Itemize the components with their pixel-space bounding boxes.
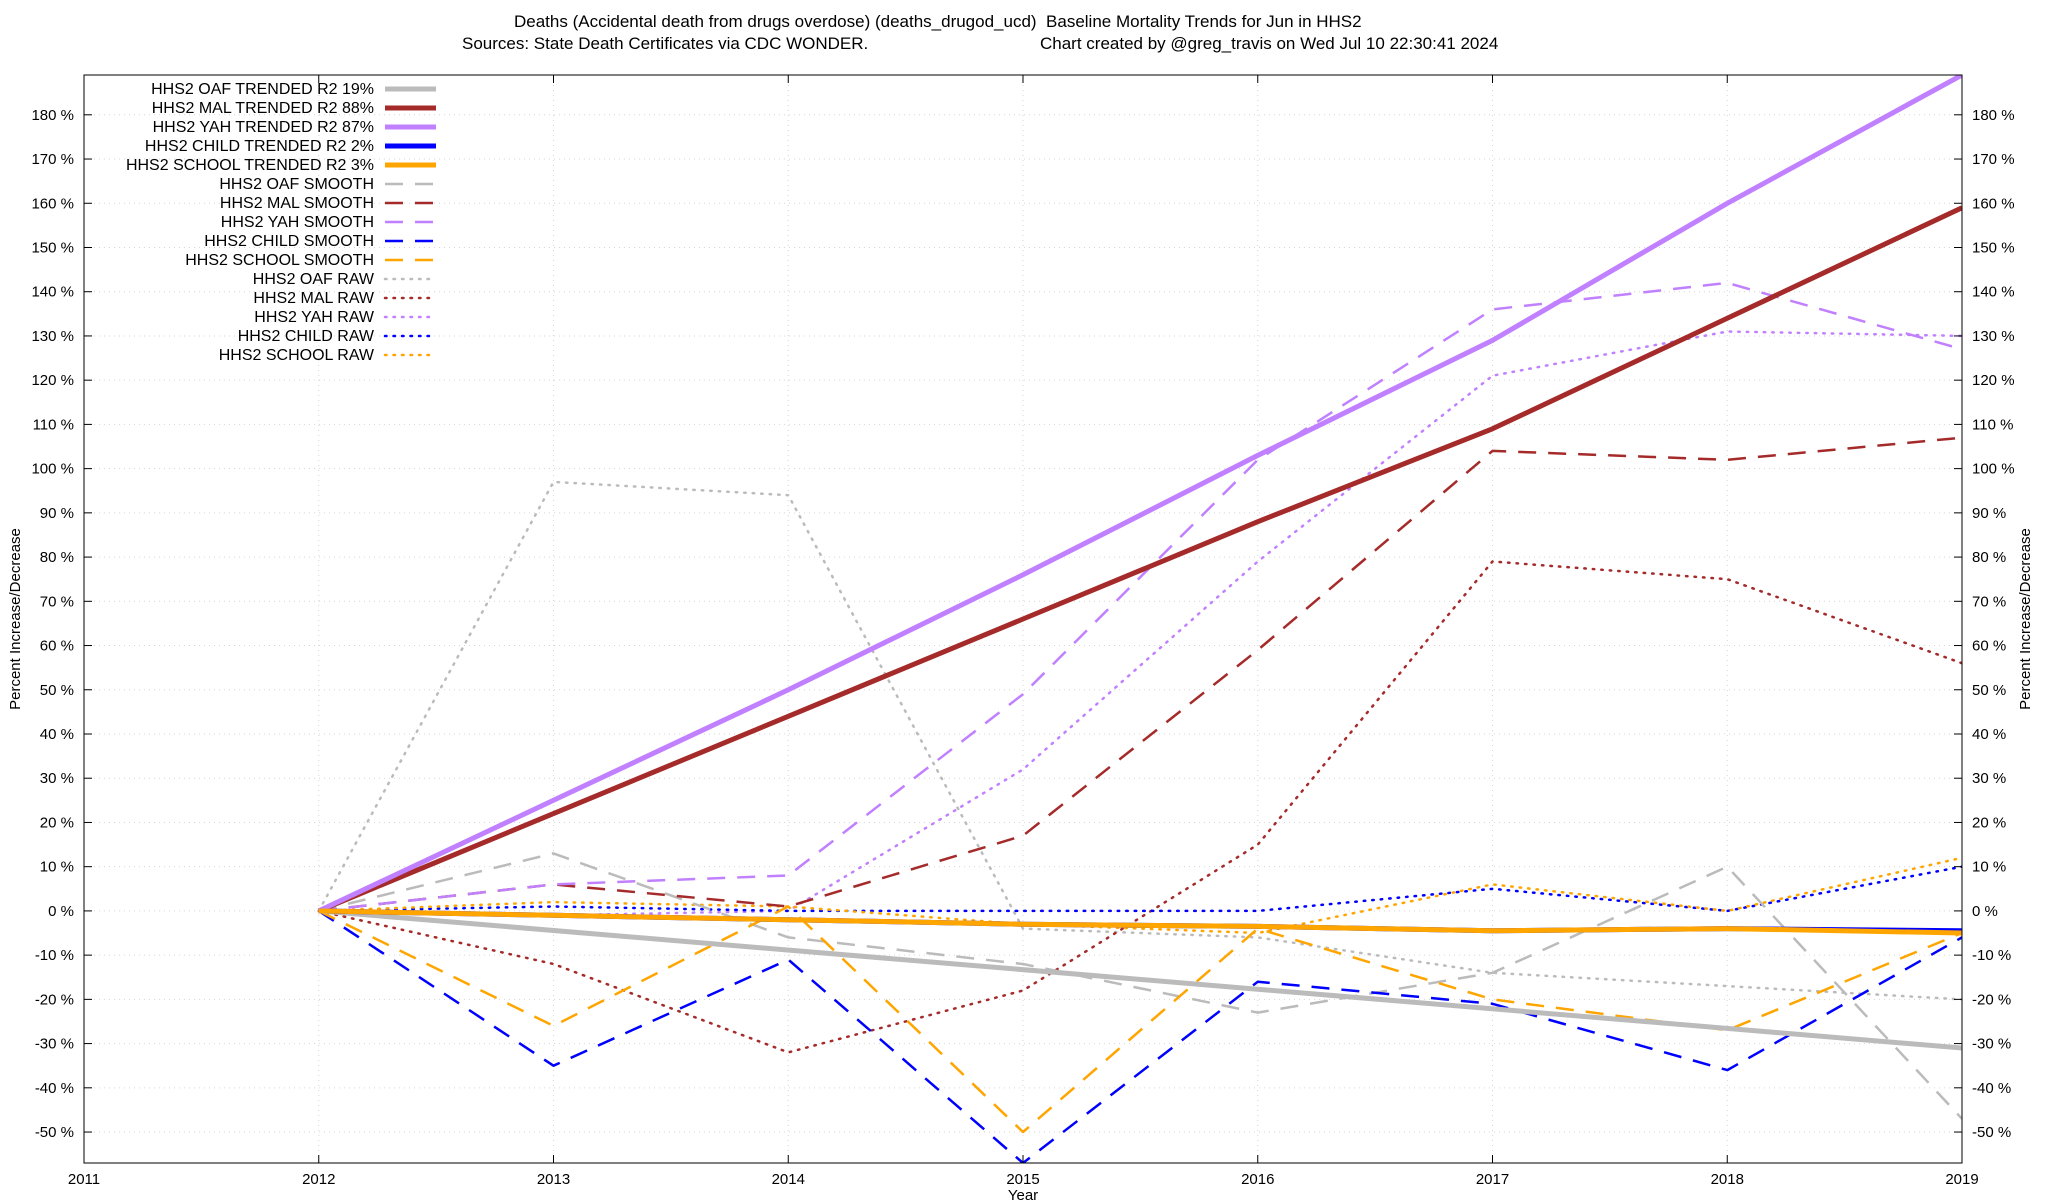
- series-hhs2-school-trended-r2: [318, 908, 1962, 936]
- y2-tick-label: 130 %: [1972, 328, 2015, 345]
- x-tick-label: 2015: [1006, 1171, 1039, 1188]
- x-tick-label: 2016: [1241, 1171, 1274, 1188]
- y-tick-label: 70 %: [40, 593, 74, 610]
- series-hhs2-mal-raw: [317, 560, 1962, 1054]
- y-tick-label: 150 %: [31, 239, 74, 256]
- axes: 2011 2012 2013 2014 2015 2016 2017 2018 2019 -50 …: [31, 75, 2015, 1188]
- series-hhs2-yah-smooth: [318, 281, 1962, 913]
- y-tick-label: 90 %: [40, 505, 74, 522]
- y2-tick-label: 80 %: [1972, 549, 2006, 566]
- y-tick-label: -20 %: [35, 991, 74, 1008]
- y2-tick-label: 10 %: [1972, 859, 2006, 876]
- y2-tick-label: -20 %: [1972, 991, 2011, 1008]
- y-axis-label: Percent Increase/Decrease: [7, 528, 24, 710]
- y2-tick-label: 100 %: [1972, 461, 2015, 478]
- series-hhs2-yah-trended-r2: [317, 75, 1962, 914]
- y2-tick-label: -50 %: [1972, 1124, 2011, 1141]
- legend-label: HHS2 YAH RAW: [254, 309, 375, 326]
- legend-label: HHS2 OAF RAW: [253, 271, 375, 288]
- legend: HHS2 OAF TRENDED R2 19% HHS2 MAL TRENDED …: [126, 81, 438, 364]
- y2-tick-label: 160 %: [1972, 195, 2015, 212]
- legend-label: HHS2 OAF TRENDED R2 19%: [151, 81, 374, 98]
- y-tick-label: 10 %: [40, 859, 74, 876]
- series-hhs2-oaf-trended-r2: [318, 908, 1962, 1051]
- y2-tick-label: 50 %: [1972, 682, 2006, 699]
- legend-label: HHS2 MAL SMOOTH: [220, 195, 374, 212]
- chart-title: Deaths (Accidental death from drugs over…: [514, 12, 1362, 31]
- y-tick-label: 130 %: [31, 328, 74, 345]
- series-hhs2-mal-smooth: [318, 436, 1962, 913]
- y2-tick-label: 70 %: [1972, 593, 2006, 610]
- chart-credit: Chart created by @greg_travis on Wed Jul…: [1040, 34, 1499, 53]
- series-hhs2-child-smooth: [318, 909, 1962, 1163]
- series-hhs2-school-smooth: [318, 905, 1962, 1134]
- y-tick-label: 20 %: [40, 814, 74, 831]
- legend-label: HHS2 MAL TRENDED R2 88%: [152, 100, 374, 117]
- y-tick-label: 180 %: [31, 107, 74, 124]
- y2-tick-label: 140 %: [1972, 284, 2015, 301]
- y2-tick-label: -40 %: [1972, 1080, 2011, 1097]
- y-tick-label: 60 %: [40, 638, 74, 655]
- y2-tick-label: -10 %: [1972, 947, 2011, 964]
- legend-label: HHS2 CHILD SMOOTH: [204, 233, 374, 250]
- legend-label: HHS2 OAF SMOOTH: [219, 176, 374, 193]
- legend-label: HHS2 CHILD RAW: [238, 328, 375, 345]
- y-tick-label: 110 %: [33, 416, 74, 433]
- legend-label: HHS2 SCHOOL RAW: [219, 347, 375, 364]
- y-tick-label: 0 %: [48, 903, 74, 920]
- y2-tick-label: -30 %: [1972, 1036, 2011, 1053]
- x-tick-label: 2013: [537, 1171, 570, 1188]
- legend-label: HHS2 SCHOOL TRENDED R2 3%: [126, 157, 374, 174]
- series-hhs2-school-raw: [317, 856, 1962, 935]
- y2-tick-label: 170 %: [1972, 151, 2015, 168]
- legend-label: HHS2 YAH SMOOTH: [221, 214, 374, 231]
- y-tick-label: 40 %: [40, 726, 74, 743]
- x-tick-label: 2018: [1711, 1171, 1744, 1188]
- y-tick-label: 120 %: [31, 372, 74, 389]
- y-tick-label: -30 %: [35, 1036, 74, 1053]
- y-tick-label: 30 %: [40, 770, 74, 787]
- legend-label: HHS2 YAH TRENDED R2 87%: [153, 119, 374, 136]
- x-tick-label: 2019: [1945, 1171, 1978, 1188]
- y2-tick-label: 40 %: [1972, 726, 2006, 743]
- legend-label: HHS2 CHILD TRENDED R2 2%: [145, 138, 374, 155]
- y2-tick-label: 90 %: [1972, 505, 2006, 522]
- chart-sources: Sources: State Death Certificates via CD…: [462, 34, 869, 53]
- y-tick-label: -50 %: [35, 1124, 74, 1141]
- x-tick-label: 2014: [772, 1171, 805, 1188]
- x-tick-label: 2011: [68, 1171, 100, 1188]
- y-tick-label: 170 %: [31, 151, 74, 168]
- y2-axis-label: Percent Increase/Decrease: [2017, 528, 2034, 710]
- y-tick-label: -10 %: [35, 947, 74, 964]
- series-hhs2-oaf-smooth: [318, 852, 1962, 1120]
- series-hhs2-oaf-raw: [317, 480, 1962, 1001]
- legend-label: HHS2 SCHOOL SMOOTH: [185, 252, 374, 269]
- y-tick-label: 80 %: [40, 549, 74, 566]
- y2-tick-label: 60 %: [1972, 638, 2006, 655]
- series-group: [317, 75, 1962, 1163]
- series-hhs2-child-raw: [317, 865, 1962, 913]
- y2-tick-label: 180 %: [1972, 107, 2015, 124]
- y-tick-label: 140 %: [31, 284, 74, 301]
- y-tick-label: 100 %: [31, 461, 74, 478]
- x-tick-label: 2017: [1476, 1171, 1509, 1188]
- series-hhs2-mal-trended-r2: [317, 205, 1962, 914]
- y-tick-label: 50 %: [40, 682, 74, 699]
- y2-tick-label: 110 %: [1972, 416, 2013, 433]
- legend-label: HHS2 MAL RAW: [253, 290, 375, 307]
- y-tick-label: -40 %: [35, 1080, 74, 1097]
- y2-tick-label: 150 %: [1972, 239, 2015, 256]
- y-tick-label: 160 %: [31, 195, 74, 212]
- y2-tick-label: 20 %: [1972, 814, 2006, 831]
- series-hhs2-yah-raw: [317, 330, 1962, 917]
- y2-tick-label: 120 %: [1972, 372, 2015, 389]
- x-axis-label: Year: [1008, 1187, 1038, 1200]
- y2-tick-label: 0 %: [1972, 903, 1998, 920]
- y2-tick-label: 30 %: [1972, 770, 2006, 787]
- x-tick-label: 2012: [302, 1171, 335, 1188]
